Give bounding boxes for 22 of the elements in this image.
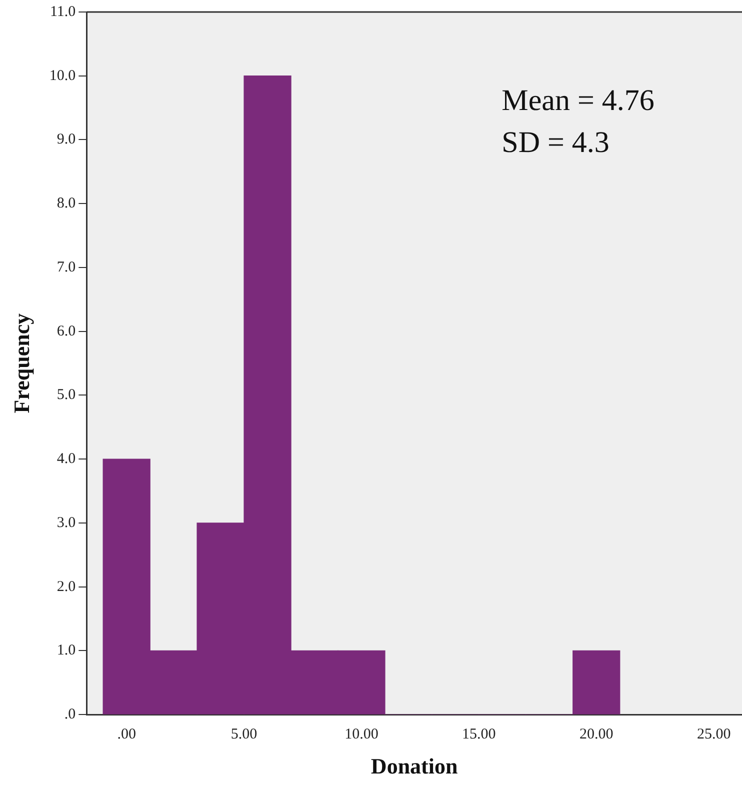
y-tick-label: 4.0 [56,451,76,468]
annotation: Mean = 4.76 [502,84,654,117]
x-tick-label: 5.00 [230,726,258,743]
y-tick-label: .0 [64,706,76,723]
y-tick-label: 9.0 [56,132,76,148]
y-tick-label: 11.0 [50,4,76,20]
y-tick-label: 7.0 [56,259,76,276]
x-axis-title: Donation [370,753,458,778]
x-tick-label: 20.00 [579,726,614,743]
y-tick-label: 6.0 [56,323,76,340]
y-tick-label: 3.0 [56,514,76,531]
x-tick-label: 10.00 [344,726,378,743]
y-tick-label: 10.0 [49,68,76,84]
x-tick-label: 15.00 [462,726,496,743]
y-tick-label: 8.0 [56,196,76,212]
x-tick-label: .00 [117,726,136,743]
y-axis-title: Frequency [8,313,34,414]
annotation: SD = 4.3 [502,126,610,159]
x-tick-label: 25.00 [696,726,731,743]
y-tick-label: 2.0 [56,578,76,595]
y-tick-label: 1.0 [56,642,76,659]
y-tick-label: 5.0 [56,387,76,404]
